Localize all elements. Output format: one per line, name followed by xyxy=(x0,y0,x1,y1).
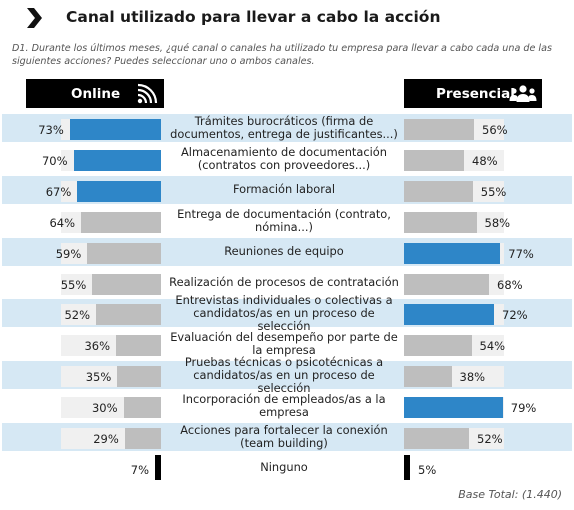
online-value-label: 29% xyxy=(93,432,119,446)
category-label: Formación laboral xyxy=(232,182,336,197)
online-header-label: Online xyxy=(71,85,121,102)
online-bar xyxy=(87,242,161,264)
online-value-label: 36% xyxy=(84,339,110,354)
presencial-bar xyxy=(404,149,464,171)
category-label: Trámites burocráticos (firma de document… xyxy=(170,114,398,141)
presencial-bar xyxy=(404,119,474,140)
survey-question: D1. Durante los últimos meses, ¿qué cana… xyxy=(12,43,552,67)
online-bar xyxy=(96,304,161,326)
presencial-bar xyxy=(404,304,494,326)
online-bar xyxy=(77,180,161,202)
online-value-label: 7% xyxy=(130,462,149,477)
presencial-bar xyxy=(404,454,410,480)
online-value-label: 73% xyxy=(38,123,64,137)
online-value-label: 35% xyxy=(85,370,112,385)
presencial-bar xyxy=(404,242,501,264)
chart-row: 52% Entrevistas individuales o colectivas… xyxy=(0,292,574,333)
chevron-right-icon xyxy=(27,8,42,28)
category-label: Incorporación de empleados/as a la empre… xyxy=(182,392,386,420)
online-bar xyxy=(81,211,161,233)
chart-row: 7% Ninguno 5% xyxy=(0,453,574,483)
category-label: Entrevistas individuales o colectivas a … xyxy=(175,292,393,333)
online-bar xyxy=(73,149,161,171)
people-group-icon xyxy=(509,85,537,102)
online-bar xyxy=(69,119,161,140)
online-value-label: 70% xyxy=(41,153,68,168)
presencial-value-label: 77% xyxy=(508,246,534,261)
online-bar xyxy=(123,397,161,419)
category-label: Entrega de documentación (contrato, nómi… xyxy=(177,206,391,234)
presencial-value-label: 72% xyxy=(502,308,528,323)
chart-row: 30% Incorporación de empleados/as a la em… xyxy=(0,391,574,421)
presencial-bar xyxy=(404,211,477,233)
chart-title: Canal utilizado para llevar a cabo la ac… xyxy=(66,8,441,26)
presencial-bar xyxy=(404,366,452,388)
presencial-value-label: 38% xyxy=(459,370,486,385)
online-bar xyxy=(124,428,161,449)
chart-row: 67% Formación laboral 55% xyxy=(0,175,574,205)
chart-row: 64% Entrega de documentación (contrato, n… xyxy=(0,206,574,236)
category-label: Acciones para fortalecer la conexión (te… xyxy=(180,423,388,450)
chart-row: 73% Trámites burocráticos (firma de docum… xyxy=(0,113,574,143)
presencial-value-label: 79% xyxy=(510,401,537,416)
category-label: Evaluación del desempeño por parte de la… xyxy=(170,330,398,358)
category-label: Ninguno xyxy=(260,460,308,475)
presencial-value-label: 5% xyxy=(418,462,437,477)
presencial-bar xyxy=(404,428,469,449)
online-value-label: 52% xyxy=(64,308,90,323)
presencial-value-label: 56% xyxy=(482,123,508,137)
presencial-bar xyxy=(404,273,489,295)
online-header: Online xyxy=(26,79,164,108)
online-value-label: 67% xyxy=(45,184,72,199)
online-bar xyxy=(92,273,161,295)
category-label: Realización de procesos de contratación xyxy=(169,275,399,289)
presencial-value-label: 54% xyxy=(479,339,506,354)
category-label: Pruebas técnicas o psicotécnicas a candi… xyxy=(184,354,384,395)
online-value-label: 30% xyxy=(91,401,118,416)
chart-row: 70% Almacenamiento de documentación (cont… xyxy=(0,144,574,174)
presencial-value-label: 58% xyxy=(484,215,511,230)
presencial-value-label: 48% xyxy=(472,153,498,168)
presencial-bar xyxy=(404,335,472,357)
online-value-label: 59% xyxy=(55,246,82,261)
chart-row: 36% Evaluación del desempeño por parte de… xyxy=(0,329,574,359)
chart-row: 29% Acciones para fortalecer la conexión … xyxy=(0,422,574,452)
chart-row: 55% Realización de procesos de contrataci… xyxy=(0,268,574,298)
online-bar xyxy=(117,366,161,388)
online-value-label: 64% xyxy=(49,215,75,230)
presencial-header-label: Presencial xyxy=(436,85,515,102)
presencial-value-label: 68% xyxy=(497,277,523,292)
category-label: Almacenamiento de documentación (contrat… xyxy=(181,144,387,172)
presencial-header: Presencial xyxy=(404,79,542,108)
presencial-bar xyxy=(404,397,503,419)
presencial-value-label: 52% xyxy=(477,432,503,446)
wifi-signal-icon xyxy=(137,83,158,104)
chart-row: 59% Reuniones de equipo 77% xyxy=(0,237,574,267)
presencial-bar xyxy=(404,180,473,202)
presencial-value-label: 55% xyxy=(480,184,507,199)
online-value-label: 55% xyxy=(60,277,87,292)
online-bar xyxy=(116,335,161,357)
base-total-note: Base Total: (1.440) xyxy=(458,488,562,501)
online-bar xyxy=(155,454,161,480)
chart-row: 35% Pruebas técnicas o psicotécnicas a ca… xyxy=(0,354,574,395)
category-label: Reuniones de equipo xyxy=(224,244,344,259)
